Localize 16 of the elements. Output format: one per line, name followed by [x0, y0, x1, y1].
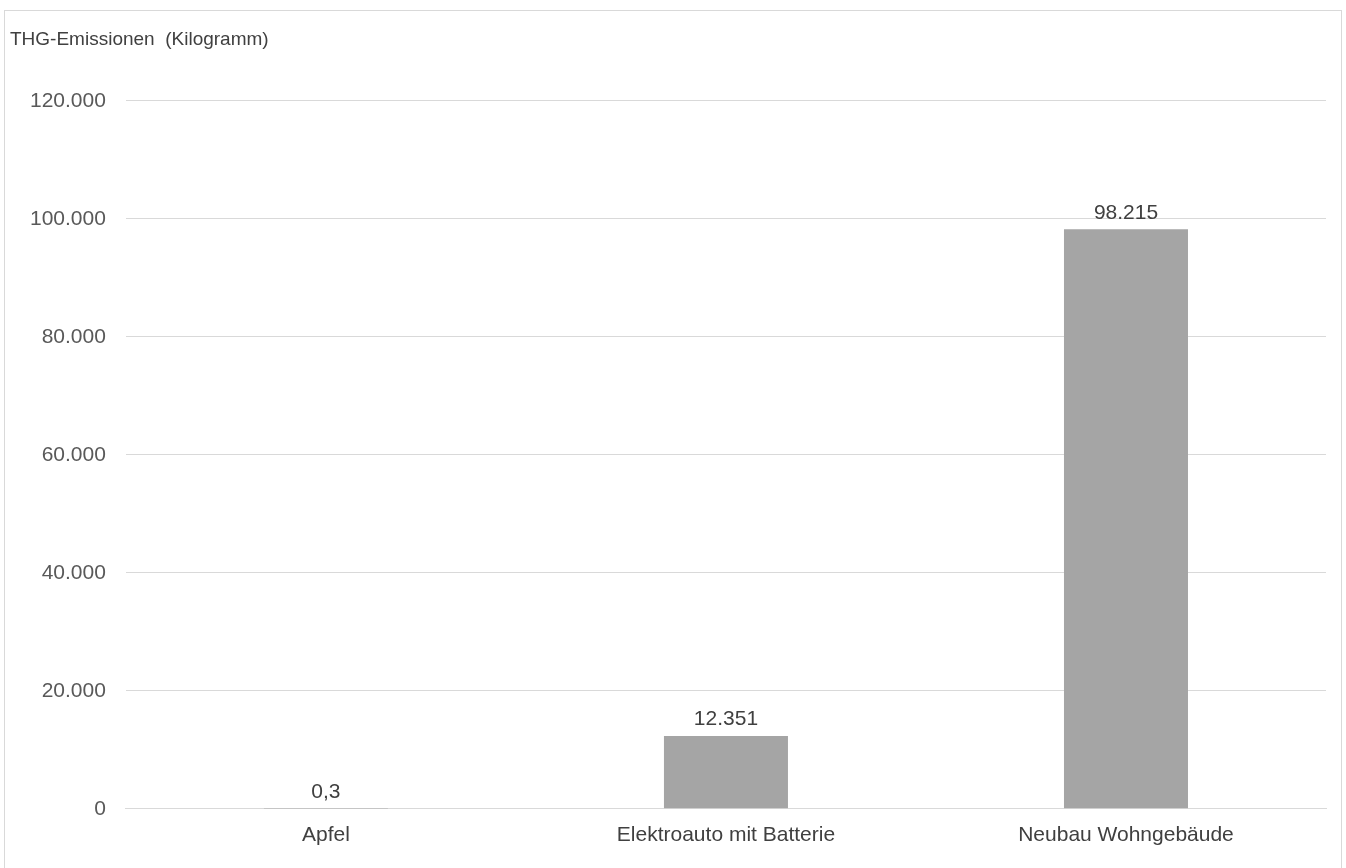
y-tick-label: 80.000 — [41, 323, 106, 347]
x-tick-label: Neubau Wohngebäude — [1018, 822, 1234, 846]
x-tick-label: Apfel — [301, 822, 350, 846]
data-label: 12.351 — [693, 706, 759, 730]
y-tick-label: 20.000 — [41, 677, 106, 701]
y-tick-label: 100.000 — [29, 205, 106, 229]
data-label: 0,3 — [311, 779, 341, 803]
y-tick-label: 40.000 — [41, 559, 106, 583]
x-tick-label: Elektroauto mit Batterie — [616, 822, 836, 846]
bar — [1063, 229, 1188, 809]
y-tick-label: 60.000 — [41, 441, 106, 465]
y-tick-label: 120.000 — [29, 87, 106, 111]
bar — [663, 735, 788, 809]
y-axis-title: THG-Emissionen (Kilogramm) — [10, 27, 269, 49]
y-tick-label: 0 — [94, 795, 106, 819]
data-label: 98.215 — [1093, 199, 1159, 223]
